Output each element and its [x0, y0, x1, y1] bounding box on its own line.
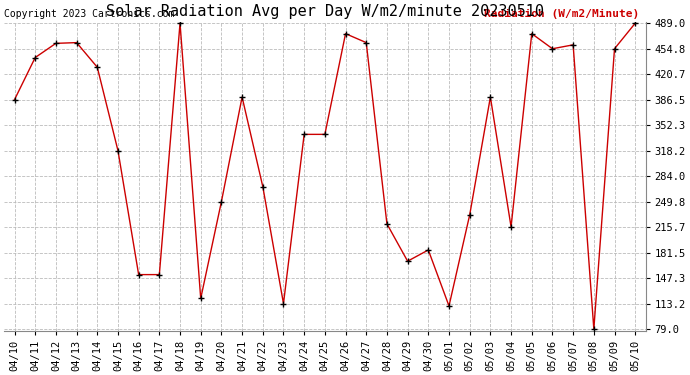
- Text: Radiation (W/m2/Minute): Radiation (W/m2/Minute): [484, 9, 639, 19]
- Title: Solar Radiation Avg per Day W/m2/minute 20230510: Solar Radiation Avg per Day W/m2/minute …: [106, 4, 544, 19]
- Text: Copyright 2023 Cartronics.com: Copyright 2023 Cartronics.com: [4, 9, 175, 19]
